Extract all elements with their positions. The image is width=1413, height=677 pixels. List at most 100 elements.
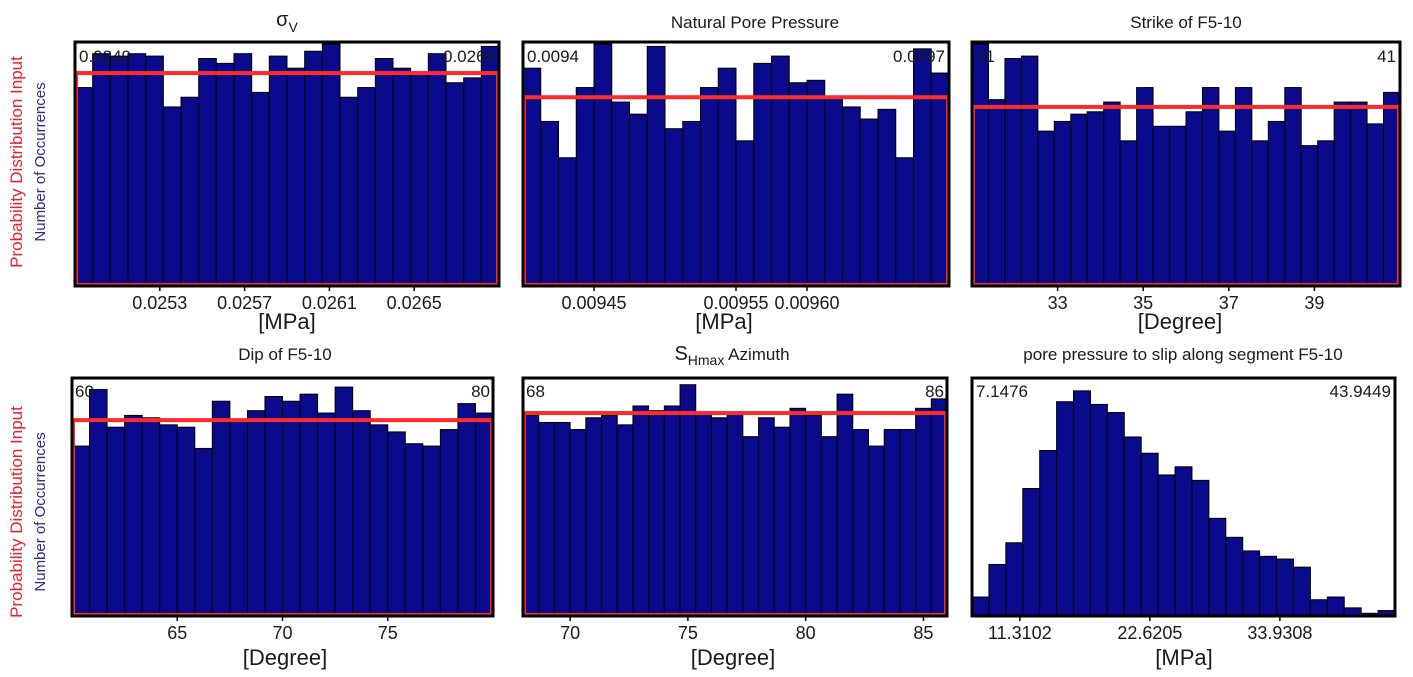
- histogram-bar: [558, 157, 577, 287]
- histogram-bar: [374, 58, 394, 287]
- histogram-bar: [215, 62, 235, 287]
- histogram-bar: [632, 405, 650, 617]
- histogram-bar: [1225, 536, 1244, 617]
- panel-strike-f5-10: Strike of F5-10 31 41 33 35 37 39 [Degree]: [970, 13, 1402, 334]
- histogram-bar: [1185, 111, 1203, 287]
- histogram-bar: [1037, 130, 1055, 287]
- y-label-input-row2: Probability Distribution Input: [7, 406, 26, 618]
- panel-title: pore pressure to slip along segment F5-1…: [1023, 345, 1342, 364]
- histogram-bar: [198, 58, 217, 287]
- bars: [522, 384, 948, 618]
- histogram-bar: [553, 421, 571, 617]
- histogram-bar: [883, 429, 901, 617]
- plot-frame: [521, 376, 949, 618]
- histogram-bar: [913, 48, 932, 287]
- x-tick-label: 37: [1219, 293, 1239, 313]
- histogram-bar: [1366, 123, 1385, 287]
- x-tick-label: 75: [678, 623, 698, 643]
- bars: [522, 43, 950, 287]
- histogram-bar: [771, 55, 790, 287]
- histogram-bar: [176, 426, 196, 617]
- histogram-bar: [575, 87, 595, 287]
- histogram-bar: [852, 429, 869, 617]
- histogram-bar: [859, 118, 879, 287]
- histogram-bar: [109, 55, 129, 287]
- histogram-bar: [1005, 542, 1024, 617]
- histogram-bar: [1169, 125, 1187, 287]
- histogram-bar: [1259, 555, 1278, 617]
- histogram-bar: [1056, 401, 1075, 617]
- x-tick-label: 22.6205: [1117, 623, 1182, 643]
- x-axis-label: [Degree]: [691, 645, 775, 670]
- histogram-bar: [246, 410, 266, 617]
- histogram-bar: [646, 45, 666, 287]
- histogram-bar: [682, 120, 701, 287]
- histogram-bar: [899, 429, 917, 617]
- histogram-bar: [629, 113, 648, 287]
- x-tick-label: 33.9308: [1247, 623, 1312, 643]
- histogram-bar: [445, 82, 465, 287]
- histogram-bar: [773, 426, 791, 617]
- histogram-bar: [710, 417, 728, 617]
- x-tick-label: 0.00955: [703, 293, 768, 313]
- x-axis-label: [MPa]: [258, 309, 315, 334]
- max-value-label: 80: [471, 382, 490, 401]
- histogram-bar: [1276, 558, 1294, 617]
- x-tick-label: 85: [913, 623, 933, 643]
- bars: [71, 386, 494, 617]
- histogram-bar: [700, 87, 719, 287]
- y-label-input-row1: Probability Distribution Input: [7, 56, 26, 268]
- x-tick-label: 39: [1304, 293, 1324, 313]
- histogram-bar: [836, 393, 854, 617]
- histogram-bar: [1106, 412, 1125, 617]
- bars: [74, 43, 500, 288]
- histogram-bar: [89, 388, 108, 617]
- min-value-label: 31: [976, 47, 995, 66]
- histogram-bar: [124, 414, 143, 617]
- histogram-bar: [463, 77, 482, 287]
- x-axis-label: [Degree]: [1138, 309, 1222, 334]
- histogram-bar: [735, 140, 755, 287]
- histogram-bar: [717, 67, 737, 287]
- histogram-bar: [915, 407, 932, 617]
- histogram-bar: [611, 101, 630, 287]
- max-value-label: 0.0097: [893, 47, 945, 66]
- panel-title: σV: [276, 9, 298, 35]
- plot-frame: [970, 376, 1397, 618]
- histogram-bar: [1022, 488, 1041, 617]
- panel-title: Dip of F5-10: [238, 345, 332, 364]
- x-tick-label: 35: [1133, 293, 1153, 313]
- histogram-bar: [805, 414, 822, 617]
- x-tick-label: 70: [560, 623, 580, 643]
- histogram-bar: [1119, 140, 1138, 287]
- histogram-bar: [806, 79, 826, 287]
- histogram-bar: [1191, 479, 1210, 617]
- histogram-bar: [987, 99, 1006, 287]
- x-ticks: 65 70 75: [167, 616, 398, 643]
- histogram-bar: [540, 120, 559, 287]
- histogram-bar: [593, 43, 613, 287]
- histogram-bar: [788, 82, 808, 287]
- histogram-bar: [585, 417, 603, 617]
- histogram-bar: [1140, 452, 1159, 617]
- histogram-bar: [1208, 517, 1227, 617]
- histogram-bar: [410, 72, 429, 287]
- x-tick-label: 0.0253: [132, 293, 187, 313]
- histogram-bar: [758, 417, 775, 617]
- histogram-bar: [427, 53, 447, 287]
- histogram-bar: [1267, 120, 1286, 287]
- histogram-bar: [145, 55, 164, 287]
- histogram-bar: [268, 55, 288, 287]
- panel-title: Natural Pore Pressure: [671, 13, 839, 32]
- x-axis-label: [MPa]: [695, 309, 752, 334]
- histogram-bar: [820, 436, 838, 617]
- x-tick-label: 65: [167, 623, 187, 643]
- histogram-bar: [392, 67, 412, 287]
- histogram-bar: [352, 410, 371, 617]
- histogram-bar: [369, 424, 389, 617]
- y-label-occurrences-row2: Number of Occurrences: [32, 432, 49, 591]
- x-tick-label: 0.0261: [302, 293, 357, 313]
- histogram-bar: [988, 563, 1007, 617]
- min-value-label: 0.0094: [527, 47, 579, 66]
